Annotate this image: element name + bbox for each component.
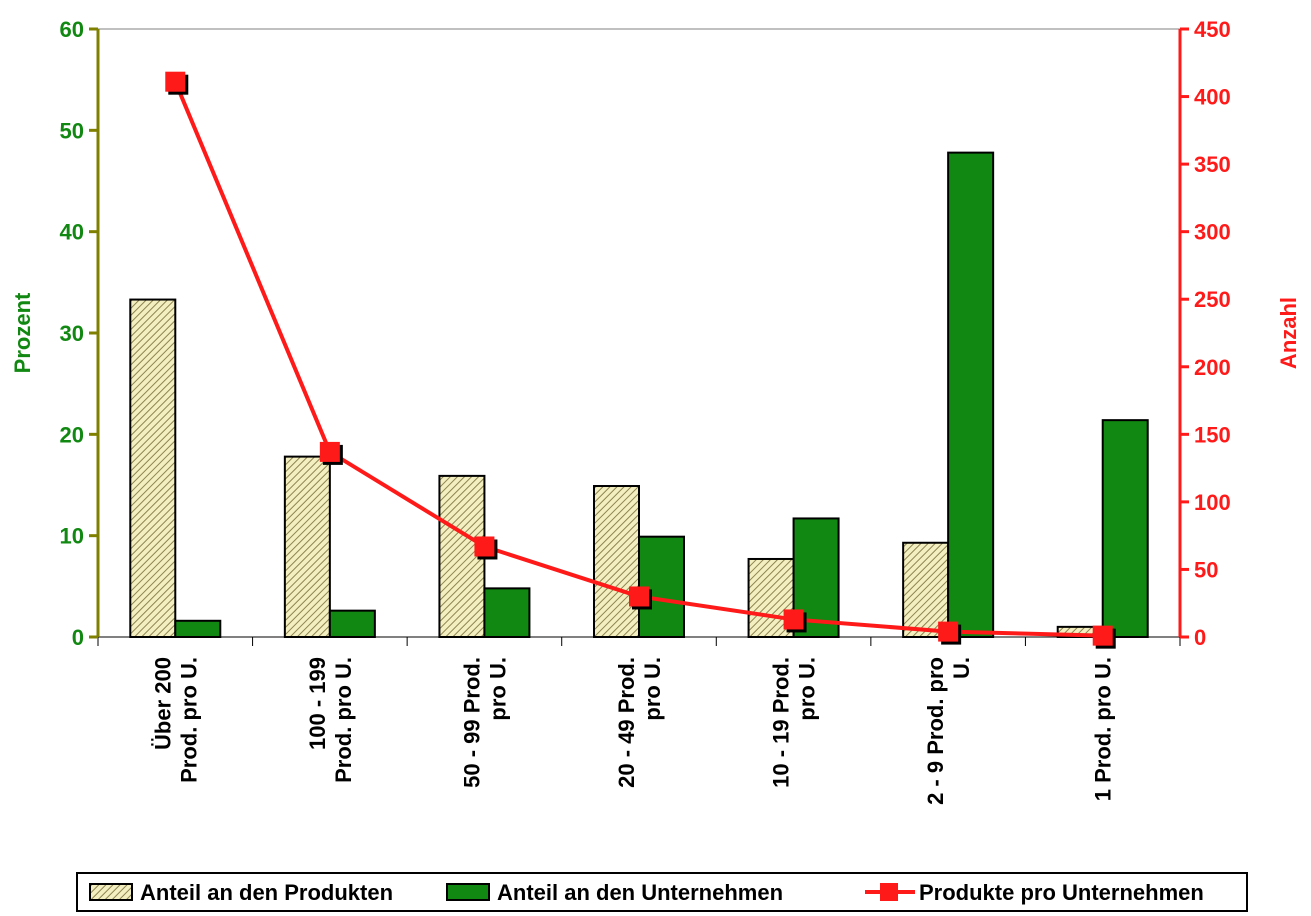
right-y-tick-label: 450 xyxy=(1194,17,1231,42)
x-category-label: Über 200 xyxy=(150,657,175,750)
x-category-label: Prod. pro U. xyxy=(331,657,356,783)
x-category-label: Prod. pro U. xyxy=(176,657,201,783)
legend-label-2: Produkte pro Unternehmen xyxy=(919,880,1204,905)
legend-swatch-0 xyxy=(89,883,133,901)
left-axis-title: Prozent xyxy=(10,292,35,373)
right-y-tick-label: 300 xyxy=(1194,220,1231,245)
left-y-tick-label: 0 xyxy=(72,625,84,650)
bar-anteil-unternehmen-1 xyxy=(328,609,376,638)
right-y-tick-label: 50 xyxy=(1194,557,1218,582)
marker-produkte-pro-unternehmen-0 xyxy=(165,71,186,92)
x-category-label: 20 - 49 Prod. xyxy=(614,657,639,788)
left-y-tick-label: 30 xyxy=(60,321,84,346)
legend-label-1: Anteil an den Unternehmen xyxy=(497,880,783,905)
x-category-label: 50 - 99 Prod. xyxy=(459,657,484,788)
marker-produkte-pro-unternehmen-6 xyxy=(1092,625,1113,646)
bar-anteil-produkten-0 xyxy=(129,298,177,638)
marker-produkte-pro-unternehmen-2 xyxy=(474,536,495,557)
legend-label-0: Anteil an den Produkten xyxy=(140,880,393,905)
bar-anteil-unternehmen-2 xyxy=(483,587,531,638)
plot-area: 0 10 20 30 40 50 60 0 50 100 150 200 250 300 350 400 450… xyxy=(10,17,1301,805)
bar-anteil-produkten-1 xyxy=(283,455,331,639)
right-y-tick-label: 100 xyxy=(1194,490,1231,515)
bar-anteil-unternehmen-6 xyxy=(1101,419,1149,638)
x-category-label: 1 Prod. pro U. xyxy=(1091,657,1116,801)
x-category-label: U. xyxy=(949,657,974,679)
left-y-tick-label: 20 xyxy=(60,422,84,447)
marker-produkte-pro-unternehmen-3 xyxy=(629,586,649,607)
bar-anteil-unternehmen-0 xyxy=(174,619,222,639)
legend: Anteil an den Produkten Anteil an den Unt… xyxy=(76,872,1248,912)
x-category-label: pro U. xyxy=(795,657,820,721)
left-y-tick-label: 60 xyxy=(60,17,84,42)
x-category-label: 10 - 19 Prod. xyxy=(769,657,794,788)
marker-produkte-pro-unternehmen-4 xyxy=(783,609,804,630)
bar-anteil-unternehmen-5 xyxy=(947,151,995,638)
right-axis-title: Anzahl xyxy=(1276,297,1301,369)
legend-marker-swatch xyxy=(880,883,898,901)
x-category-label: pro U. xyxy=(640,657,665,721)
marker-produkte-pro-unternehmen-5 xyxy=(938,621,959,642)
x-category-label: 2 - 9 Prod. pro xyxy=(923,657,948,805)
legend-box xyxy=(76,872,1248,912)
right-y-tick-label: 0 xyxy=(1194,625,1206,650)
right-y-tick-label: 400 xyxy=(1194,85,1231,110)
right-y-tick-label: 200 xyxy=(1194,355,1231,380)
x-category-label: pro U. xyxy=(485,657,510,721)
bar-anteil-produkten-3 xyxy=(593,485,640,638)
left-y-tick-label: 10 xyxy=(60,524,84,549)
right-y-tick-label: 350 xyxy=(1194,152,1231,177)
x-category-label: 100 - 199 xyxy=(305,657,330,750)
right-y-tick-label: 250 xyxy=(1194,287,1231,312)
right-y-tick-label: 150 xyxy=(1194,422,1231,447)
legend-swatch-1 xyxy=(446,883,490,901)
left-y-tick-label: 50 xyxy=(60,118,84,143)
left-y-tick-label: 40 xyxy=(60,220,84,245)
marker-produkte-pro-unternehmen-1 xyxy=(319,441,340,462)
